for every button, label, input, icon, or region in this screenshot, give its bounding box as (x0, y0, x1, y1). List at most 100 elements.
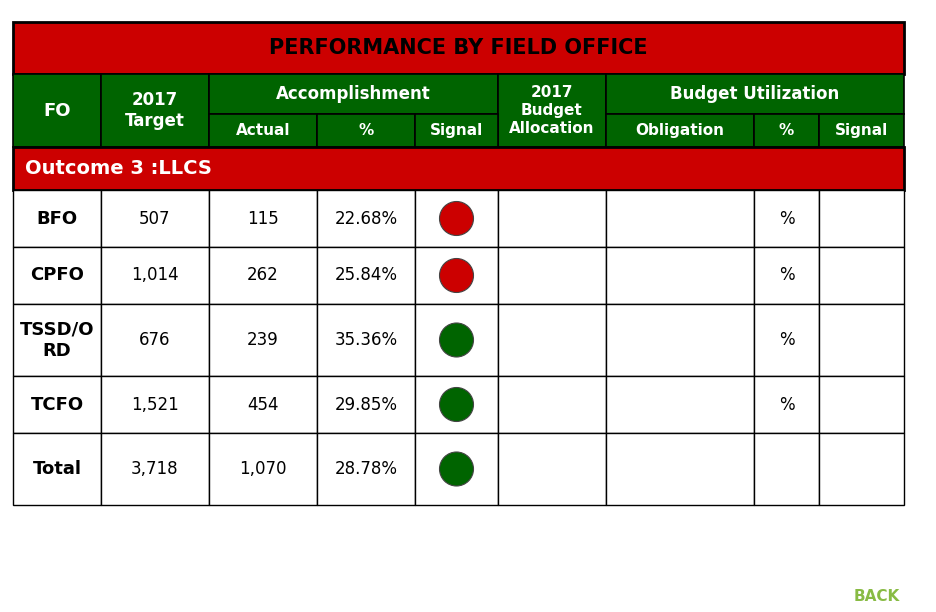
Text: TSSD/O
RD: TSSD/O RD (20, 320, 95, 360)
Bar (498, 304, 606, 376)
Bar (209, 247, 317, 304)
Bar (101, 74, 209, 147)
Bar (317, 433, 415, 505)
Bar (101, 190, 209, 247)
Text: Obligation: Obligation (636, 123, 724, 138)
Text: 115: 115 (247, 209, 279, 228)
Text: Total: Total (33, 460, 81, 478)
Text: Outcome 3 :LLCS: Outcome 3 :LLCS (25, 159, 212, 178)
Bar (13, 247, 101, 304)
Bar (101, 376, 209, 433)
Text: 2017
Target: 2017 Target (125, 91, 185, 130)
Text: 28.78%: 28.78% (334, 460, 398, 478)
Bar (209, 304, 317, 376)
Text: %: % (779, 123, 794, 138)
Bar (754, 190, 819, 247)
Text: %: % (779, 395, 795, 414)
Text: 239: 239 (247, 331, 279, 349)
Bar (13, 376, 101, 433)
Bar (819, 190, 904, 247)
Bar (606, 433, 754, 505)
Bar (754, 114, 819, 147)
Bar (209, 190, 317, 247)
Text: BACK: BACK (854, 589, 900, 604)
Text: 262: 262 (247, 266, 279, 285)
Bar (13, 433, 101, 505)
Bar (415, 304, 498, 376)
Text: 1,014: 1,014 (131, 266, 179, 285)
Text: %: % (779, 209, 795, 228)
Text: 1,521: 1,521 (131, 395, 179, 414)
Bar (819, 114, 904, 147)
Text: %: % (779, 266, 795, 285)
Circle shape (440, 452, 474, 486)
Bar (606, 304, 754, 376)
Text: Accomplishment: Accomplishment (276, 85, 431, 103)
Circle shape (440, 258, 474, 293)
Circle shape (440, 201, 474, 236)
Text: 1,070: 1,070 (240, 460, 286, 478)
Bar (317, 247, 415, 304)
Bar (415, 433, 498, 505)
Bar (13, 22, 904, 74)
Text: FO: FO (43, 102, 71, 119)
Bar (13, 304, 101, 376)
Text: CPFO: CPFO (30, 266, 84, 285)
Text: Signal: Signal (835, 123, 888, 138)
Text: 676: 676 (139, 331, 170, 349)
Text: 35.36%: 35.36% (334, 331, 398, 349)
Bar (13, 190, 101, 247)
Bar (101, 304, 209, 376)
Bar (13, 147, 904, 190)
Bar (498, 433, 606, 505)
Bar (415, 114, 498, 147)
Bar (317, 304, 415, 376)
Bar (606, 247, 754, 304)
Bar (754, 304, 819, 376)
Text: TCFO: TCFO (31, 395, 83, 414)
Bar (819, 247, 904, 304)
Bar (101, 247, 209, 304)
Bar (819, 433, 904, 505)
Text: %: % (779, 331, 795, 349)
Bar (209, 114, 317, 147)
Text: 25.84%: 25.84% (334, 266, 398, 285)
Bar (415, 190, 498, 247)
Bar (819, 376, 904, 433)
Bar (209, 74, 498, 114)
Bar (606, 74, 904, 114)
Bar (754, 376, 819, 433)
Bar (13, 74, 101, 147)
Text: Actual: Actual (236, 123, 290, 138)
Bar (606, 376, 754, 433)
Bar (819, 304, 904, 376)
Text: 29.85%: 29.85% (334, 395, 398, 414)
Text: PERFORMANCE BY FIELD OFFICE: PERFORMANCE BY FIELD OFFICE (270, 38, 648, 58)
Bar (754, 433, 819, 505)
Text: %: % (358, 123, 373, 138)
Text: 507: 507 (139, 209, 170, 228)
Text: 454: 454 (247, 395, 279, 414)
Bar (415, 376, 498, 433)
Circle shape (440, 387, 474, 422)
Bar (498, 190, 606, 247)
Text: Budget Utilization: Budget Utilization (670, 85, 840, 103)
Bar (498, 247, 606, 304)
Text: BFO: BFO (37, 209, 78, 228)
Text: 3,718: 3,718 (131, 460, 179, 478)
Bar (498, 74, 606, 147)
Bar (317, 190, 415, 247)
Bar (317, 376, 415, 433)
Text: 22.68%: 22.68% (334, 209, 398, 228)
Bar (606, 114, 754, 147)
Bar (317, 114, 415, 147)
Bar (209, 376, 317, 433)
Bar (415, 247, 498, 304)
Text: 2017
Budget
Allocation: 2017 Budget Allocation (509, 85, 594, 136)
Circle shape (440, 323, 474, 357)
Text: Signal: Signal (430, 123, 483, 138)
Bar (209, 433, 317, 505)
Bar (101, 433, 209, 505)
Bar (606, 190, 754, 247)
Bar (498, 376, 606, 433)
